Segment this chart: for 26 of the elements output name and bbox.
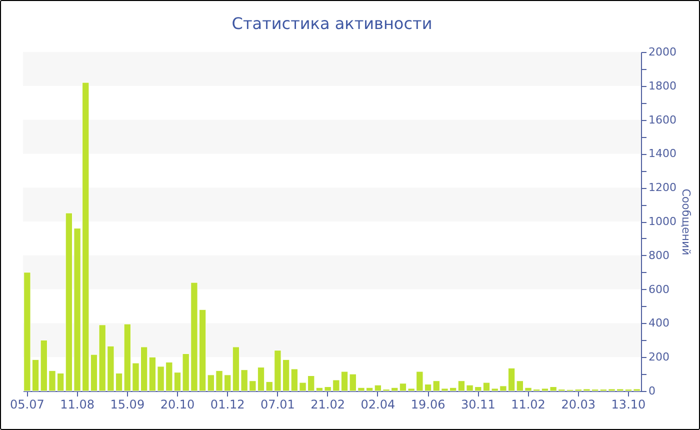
- x-tick-label: 07.01: [260, 398, 295, 412]
- y-tick-label: 1000: [648, 215, 676, 228]
- x-tick-label: 15.09: [110, 398, 145, 412]
- x-tick-label: 30.11: [460, 398, 496, 412]
- y-tick-label: 600: [648, 282, 670, 296]
- x-tick-label: 21.02: [310, 398, 346, 412]
- x-tick-label: 20.03: [561, 398, 596, 412]
- y-tick-label: 1600: [648, 113, 676, 126]
- y-tick-label: 1200: [648, 181, 676, 194]
- x-tick-label: 02.04: [360, 398, 396, 412]
- chart-title: Статистика активности: [232, 14, 432, 33]
- y-tick-label: 200: [648, 350, 670, 364]
- y-tick-label: 2000: [648, 46, 676, 58]
- y-tick-label: 400: [648, 316, 670, 330]
- y-axis-title: Сообщений: [679, 188, 692, 256]
- x-tick-label: 19.06: [410, 398, 446, 412]
- y-tick-label: 0: [648, 384, 656, 398]
- x-tick-label: 05.07: [10, 398, 44, 412]
- x-tick-label: 11.08: [60, 398, 94, 412]
- x-tick-label: 11.02: [511, 398, 546, 412]
- y-tick-label: 1400: [648, 147, 676, 160]
- x-tick-label: 13.10: [611, 398, 646, 412]
- x-tick-label: 20.10: [160, 398, 195, 412]
- y-tick-label: 1800: [648, 79, 676, 92]
- y-tick-label: 800: [648, 248, 670, 262]
- x-tick-label: 01.12: [210, 398, 245, 412]
